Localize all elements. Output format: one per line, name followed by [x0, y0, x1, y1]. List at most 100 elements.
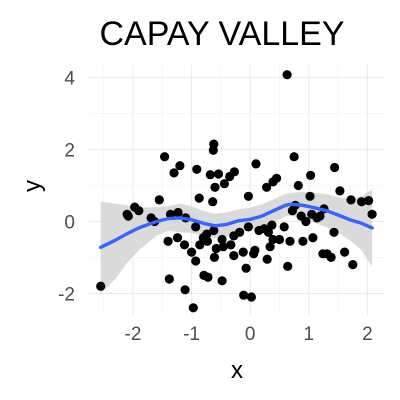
data-point — [239, 290, 249, 300]
x-tick-label: 0 — [245, 324, 256, 345]
data-point — [179, 240, 190, 250]
y-axis-ticks: -2 0 2 4 — [58, 69, 75, 306]
data-point — [130, 202, 140, 212]
data-point — [329, 227, 339, 237]
data-point — [202, 236, 212, 246]
x-tick-label: 1 — [304, 324, 315, 345]
data-point — [205, 170, 215, 180]
data-point — [346, 195, 356, 205]
data-point — [194, 193, 204, 203]
confidence-band — [100, 189, 373, 294]
y-tick-label: 0 — [64, 212, 75, 233]
data-point — [96, 281, 106, 291]
data-point — [187, 247, 197, 257]
data-point — [123, 211, 133, 221]
data-point — [293, 180, 303, 191]
confidence-band-layer — [100, 189, 373, 294]
data-point — [306, 170, 316, 180]
data-points — [96, 70, 377, 313]
data-point — [208, 145, 218, 155]
data-point — [218, 242, 228, 252]
y-tick-label: 4 — [64, 69, 75, 90]
data-point — [191, 222, 201, 232]
data-point — [305, 191, 315, 201]
data-point — [287, 206, 297, 216]
data-point — [229, 231, 239, 241]
data-point — [160, 152, 170, 162]
data-point — [243, 222, 253, 232]
data-point — [165, 209, 176, 219]
x-axis-label: x — [231, 357, 243, 384]
data-point — [226, 240, 236, 250]
data-point — [209, 225, 219, 236]
data-point — [298, 236, 308, 246]
data-point — [274, 234, 285, 245]
data-point — [229, 251, 239, 261]
x-axis-ticks: -2 -1 0 1 2 — [125, 324, 373, 345]
data-point — [279, 222, 289, 232]
y-tick-label: -2 — [58, 284, 75, 305]
data-point — [208, 197, 218, 207]
data-point — [175, 161, 185, 171]
chart-title: CAPAY VALLEY — [99, 15, 344, 53]
data-point — [211, 243, 221, 254]
data-point — [209, 252, 219, 262]
data-point — [173, 207, 183, 218]
data-point — [364, 196, 374, 206]
data-point — [367, 209, 377, 219]
data-point — [250, 245, 260, 255]
data-point — [203, 272, 213, 282]
data-point — [243, 191, 253, 201]
y-axis-label: y — [19, 180, 46, 192]
data-point — [163, 236, 173, 246]
data-point — [180, 285, 190, 295]
data-point — [169, 168, 179, 178]
data-point — [289, 152, 299, 162]
data-point — [172, 233, 183, 243]
data-point — [219, 179, 229, 189]
data-point — [241, 263, 251, 273]
data-point — [262, 182, 272, 192]
data-point — [335, 186, 345, 196]
data-point — [282, 70, 292, 80]
data-point — [229, 167, 239, 177]
x-tick-label: -2 — [125, 324, 142, 345]
data-point — [268, 234, 278, 245]
data-point — [195, 240, 205, 250]
data-point — [267, 220, 277, 230]
data-point — [238, 247, 248, 257]
data-point — [265, 242, 275, 252]
data-point — [312, 213, 322, 223]
smooth-line — [99, 202, 374, 250]
data-point — [357, 197, 367, 207]
data-point — [262, 254, 272, 264]
data-point — [217, 276, 227, 286]
data-point — [263, 227, 273, 237]
data-point — [254, 225, 264, 236]
data-point — [285, 236, 295, 246]
x-tick-label: -1 — [183, 324, 200, 345]
data-point — [213, 169, 224, 179]
x-tick-label: 2 — [362, 324, 373, 345]
data-point — [146, 213, 156, 223]
data-point — [251, 159, 261, 169]
data-point — [272, 173, 282, 183]
smooth-line-layer — [99, 202, 374, 250]
data-point — [210, 182, 220, 192]
data-point — [154, 195, 164, 205]
data-point — [330, 162, 340, 173]
data-point — [348, 260, 358, 270]
y-tick-label: 2 — [64, 141, 75, 162]
data-point — [217, 234, 227, 245]
data-point — [188, 303, 198, 313]
data-point — [246, 292, 256, 302]
data-point — [164, 274, 174, 284]
data-point — [322, 249, 332, 259]
data-point — [308, 233, 318, 243]
data-point — [283, 261, 293, 271]
data-point — [340, 247, 350, 257]
data-point — [296, 211, 306, 221]
data-point — [192, 164, 202, 174]
data-point — [191, 256, 201, 266]
